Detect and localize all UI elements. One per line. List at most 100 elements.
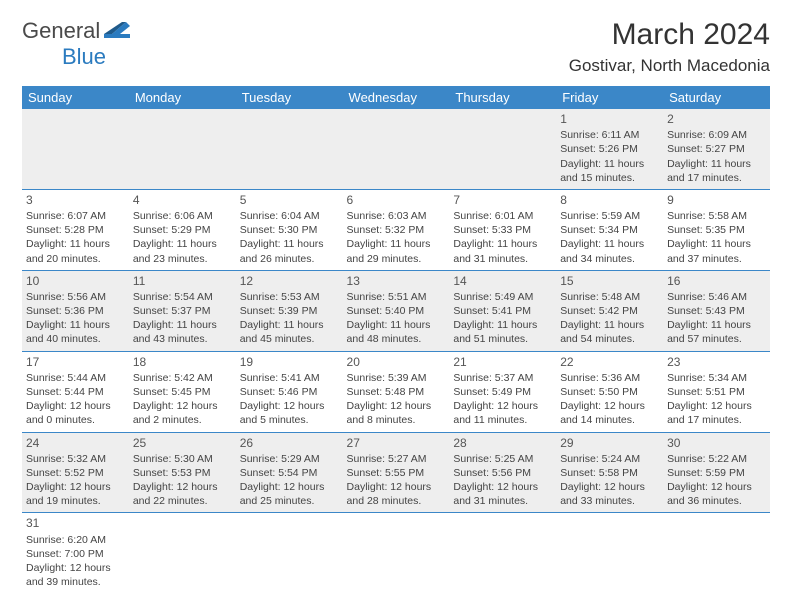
logo-sub: Blue (62, 44, 106, 70)
sunrise-text: Sunrise: 5:48 AM (560, 290, 659, 304)
daylight-text: Daylight: 12 hours and 2 minutes. (133, 399, 232, 427)
sunset-text: Sunset: 5:30 PM (240, 223, 339, 237)
sunset-text: Sunset: 5:33 PM (453, 223, 552, 237)
sunset-text: Sunset: 5:44 PM (26, 385, 125, 399)
daylight-text: Daylight: 12 hours and 11 minutes. (453, 399, 552, 427)
day-number: 3 (26, 192, 125, 208)
sunrise-text: Sunrise: 5:56 AM (26, 290, 125, 304)
weekday-header: Monday (129, 86, 236, 109)
calendar-empty (236, 109, 343, 189)
calendar-day: 27Sunrise: 5:27 AMSunset: 5:55 PMDayligh… (343, 432, 450, 513)
day-number: 31 (26, 515, 125, 531)
day-number: 22 (560, 354, 659, 370)
title-block: March 2024 Gostivar, North Macedonia (569, 18, 770, 76)
day-number: 2 (667, 111, 766, 127)
day-number: 21 (453, 354, 552, 370)
day-number: 17 (26, 354, 125, 370)
calendar-empty (343, 109, 450, 189)
calendar-day: 5Sunrise: 6:04 AMSunset: 5:30 PMDaylight… (236, 189, 343, 270)
sunset-text: Sunset: 5:42 PM (560, 304, 659, 318)
daylight-text: Daylight: 11 hours and 43 minutes. (133, 318, 232, 346)
weekday-header: Friday (556, 86, 663, 109)
sunset-text: Sunset: 5:55 PM (347, 466, 446, 480)
calendar-day: 4Sunrise: 6:06 AMSunset: 5:29 PMDaylight… (129, 189, 236, 270)
calendar-empty (449, 109, 556, 189)
calendar-day: 18Sunrise: 5:42 AMSunset: 5:45 PMDayligh… (129, 351, 236, 432)
sunrise-text: Sunrise: 5:51 AM (347, 290, 446, 304)
calendar-week: 17Sunrise: 5:44 AMSunset: 5:44 PMDayligh… (22, 351, 770, 432)
daylight-text: Daylight: 12 hours and 19 minutes. (26, 480, 125, 508)
daylight-text: Daylight: 11 hours and 20 minutes. (26, 237, 125, 265)
calendar-empty (22, 109, 129, 189)
sunrise-text: Sunrise: 5:34 AM (667, 371, 766, 385)
calendar-header-row: SundayMondayTuesdayWednesdayThursdayFrid… (22, 86, 770, 109)
daylight-text: Daylight: 11 hours and 23 minutes. (133, 237, 232, 265)
calendar-body: 1Sunrise: 6:11 AMSunset: 5:26 PMDaylight… (22, 109, 770, 593)
sunrise-text: Sunrise: 5:24 AM (560, 452, 659, 466)
sunrise-text: Sunrise: 5:41 AM (240, 371, 339, 385)
calendar-week: 1Sunrise: 6:11 AMSunset: 5:26 PMDaylight… (22, 109, 770, 189)
calendar-day: 23Sunrise: 5:34 AMSunset: 5:51 PMDayligh… (663, 351, 770, 432)
weekday-header: Thursday (449, 86, 556, 109)
calendar-day: 15Sunrise: 5:48 AMSunset: 5:42 PMDayligh… (556, 270, 663, 351)
sunset-text: Sunset: 5:46 PM (240, 385, 339, 399)
daylight-text: Daylight: 11 hours and 48 minutes. (347, 318, 446, 346)
calendar-day: 12Sunrise: 5:53 AMSunset: 5:39 PMDayligh… (236, 270, 343, 351)
sunrise-text: Sunrise: 5:30 AM (133, 452, 232, 466)
sunset-text: Sunset: 5:39 PM (240, 304, 339, 318)
sunset-text: Sunset: 5:27 PM (667, 142, 766, 156)
day-number: 18 (133, 354, 232, 370)
day-number: 16 (667, 273, 766, 289)
calendar-day: 24Sunrise: 5:32 AMSunset: 5:52 PMDayligh… (22, 432, 129, 513)
sunrise-text: Sunrise: 6:03 AM (347, 209, 446, 223)
sunset-text: Sunset: 5:34 PM (560, 223, 659, 237)
daylight-text: Daylight: 11 hours and 17 minutes. (667, 157, 766, 185)
month-title: March 2024 (569, 18, 770, 52)
calendar-empty (343, 513, 450, 593)
calendar-week: 24Sunrise: 5:32 AMSunset: 5:52 PMDayligh… (22, 432, 770, 513)
daylight-text: Daylight: 11 hours and 57 minutes. (667, 318, 766, 346)
day-number: 4 (133, 192, 232, 208)
sunset-text: Sunset: 5:26 PM (560, 142, 659, 156)
daylight-text: Daylight: 12 hours and 36 minutes. (667, 480, 766, 508)
sunrise-text: Sunrise: 5:53 AM (240, 290, 339, 304)
daylight-text: Daylight: 12 hours and 14 minutes. (560, 399, 659, 427)
daylight-text: Daylight: 12 hours and 25 minutes. (240, 480, 339, 508)
day-number: 23 (667, 354, 766, 370)
daylight-text: Daylight: 12 hours and 22 minutes. (133, 480, 232, 508)
sunset-text: Sunset: 5:40 PM (347, 304, 446, 318)
day-number: 29 (560, 435, 659, 451)
day-number: 11 (133, 273, 232, 289)
calendar-day: 28Sunrise: 5:25 AMSunset: 5:56 PMDayligh… (449, 432, 556, 513)
daylight-text: Daylight: 11 hours and 26 minutes. (240, 237, 339, 265)
calendar-week: 3Sunrise: 6:07 AMSunset: 5:28 PMDaylight… (22, 189, 770, 270)
sunrise-text: Sunrise: 5:32 AM (26, 452, 125, 466)
sunrise-text: Sunrise: 6:07 AM (26, 209, 125, 223)
sunset-text: Sunset: 5:58 PM (560, 466, 659, 480)
calendar-day: 9Sunrise: 5:58 AMSunset: 5:35 PMDaylight… (663, 189, 770, 270)
calendar-empty (556, 513, 663, 593)
calendar-day: 26Sunrise: 5:29 AMSunset: 5:54 PMDayligh… (236, 432, 343, 513)
day-number: 7 (453, 192, 552, 208)
sunset-text: Sunset: 5:51 PM (667, 385, 766, 399)
sunrise-text: Sunrise: 5:42 AM (133, 371, 232, 385)
calendar-empty (663, 513, 770, 593)
calendar-day: 7Sunrise: 6:01 AMSunset: 5:33 PMDaylight… (449, 189, 556, 270)
calendar-day: 6Sunrise: 6:03 AMSunset: 5:32 PMDaylight… (343, 189, 450, 270)
weekday-header: Tuesday (236, 86, 343, 109)
sunset-text: Sunset: 5:59 PM (667, 466, 766, 480)
day-number: 15 (560, 273, 659, 289)
day-number: 9 (667, 192, 766, 208)
sunset-text: Sunset: 5:29 PM (133, 223, 232, 237)
sunset-text: Sunset: 5:53 PM (133, 466, 232, 480)
sunrise-text: Sunrise: 6:20 AM (26, 533, 125, 547)
sunrise-text: Sunrise: 5:37 AM (453, 371, 552, 385)
calendar-day: 29Sunrise: 5:24 AMSunset: 5:58 PMDayligh… (556, 432, 663, 513)
day-number: 13 (347, 273, 446, 289)
calendar-week: 10Sunrise: 5:56 AMSunset: 5:36 PMDayligh… (22, 270, 770, 351)
sunset-text: Sunset: 5:56 PM (453, 466, 552, 480)
daylight-text: Daylight: 11 hours and 34 minutes. (560, 237, 659, 265)
sunset-text: Sunset: 5:50 PM (560, 385, 659, 399)
sunrise-text: Sunrise: 6:01 AM (453, 209, 552, 223)
sunrise-text: Sunrise: 5:25 AM (453, 452, 552, 466)
